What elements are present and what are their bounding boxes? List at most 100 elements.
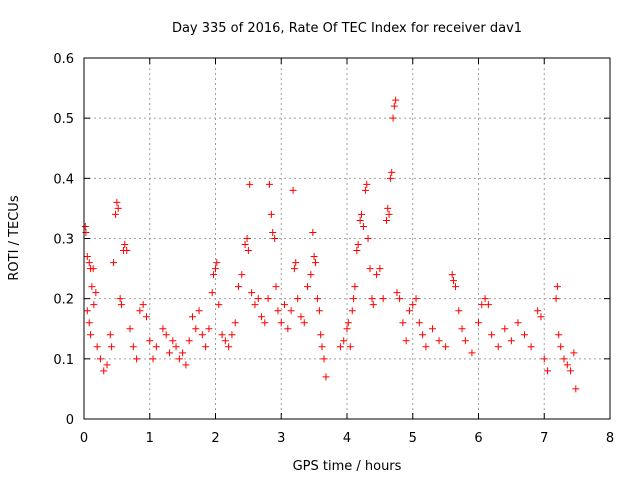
data-point	[92, 289, 100, 297]
data-point	[100, 367, 108, 375]
data-point	[450, 277, 458, 285]
data-point	[354, 241, 362, 249]
y-tick-label: 0.6	[53, 52, 74, 67]
data-point	[292, 259, 300, 267]
data-point	[399, 319, 407, 327]
data-point	[386, 174, 394, 182]
data-point	[110, 259, 118, 267]
data-point	[501, 325, 509, 333]
data-point	[300, 319, 308, 327]
x-tick-label: 5	[409, 431, 417, 446]
data-point	[366, 265, 374, 273]
y-tick-label: 0.2	[53, 293, 74, 308]
data-point	[271, 235, 279, 242]
data-point	[149, 355, 157, 363]
data-point	[277, 319, 285, 327]
data-point	[238, 271, 246, 279]
data-point	[557, 343, 565, 351]
data-point	[195, 307, 203, 315]
y-tick-label: 0	[66, 413, 74, 428]
data-point	[121, 241, 129, 249]
data-point	[320, 355, 328, 363]
data-point	[359, 222, 367, 230]
data-point	[159, 325, 167, 333]
data-point	[570, 349, 578, 357]
data-point	[243, 235, 251, 242]
data-point	[552, 295, 560, 303]
data-point	[405, 307, 413, 315]
data-point	[322, 373, 330, 381]
data-point	[514, 319, 522, 327]
data-point	[388, 168, 396, 176]
data-point	[544, 367, 552, 375]
data-point	[83, 307, 91, 315]
data-point	[139, 301, 147, 309]
data-point	[368, 295, 376, 303]
data-point	[261, 319, 269, 327]
data-point	[382, 216, 390, 224]
data-point	[162, 331, 170, 339]
x-axis-title: GPS time / hours	[293, 459, 402, 474]
data-point	[117, 301, 125, 309]
data-point	[228, 331, 236, 339]
data-point	[83, 253, 91, 261]
data-point	[534, 307, 542, 315]
y-tick-label: 0.4	[53, 172, 74, 187]
data-point	[390, 102, 398, 110]
y-tick-label: 0.1	[53, 353, 74, 368]
data-point	[379, 295, 387, 303]
data-point	[85, 259, 93, 267]
data-point	[419, 331, 427, 339]
data-point	[188, 313, 196, 321]
data-point	[318, 343, 326, 351]
data-point	[356, 216, 364, 224]
data-point	[422, 343, 430, 351]
data-point	[269, 228, 277, 236]
data-point	[284, 325, 292, 333]
data-point	[396, 295, 404, 303]
data-point	[136, 307, 144, 315]
data-point	[169, 337, 177, 345]
data-point	[307, 271, 315, 279]
data-point	[172, 343, 180, 351]
data-point	[343, 325, 351, 333]
data-point	[309, 228, 317, 236]
data-point	[89, 265, 97, 273]
data-point	[560, 355, 568, 363]
data-point	[412, 295, 420, 303]
x-tick-label: 3	[277, 431, 285, 446]
data-point	[88, 283, 96, 291]
x-tick-label: 7	[540, 431, 548, 446]
data-point	[507, 337, 515, 345]
data-point	[205, 325, 213, 333]
data-point	[235, 283, 243, 291]
data-point	[315, 307, 323, 315]
data-point	[415, 319, 423, 327]
data-point	[540, 355, 548, 363]
x-tick-label: 4	[343, 431, 351, 446]
data-point	[350, 295, 358, 303]
data-point	[272, 283, 280, 291]
data-point	[198, 331, 206, 339]
data-point	[521, 331, 529, 339]
data-point	[340, 337, 348, 345]
data-point	[254, 295, 262, 303]
data-point	[361, 186, 369, 194]
data-points	[81, 96, 580, 393]
data-point	[363, 180, 371, 188]
axis-ticks	[83, 57, 611, 420]
x-tick-label: 2	[211, 431, 219, 446]
data-point	[448, 271, 456, 279]
data-point	[290, 265, 298, 273]
data-point	[409, 301, 417, 309]
data-point	[93, 343, 101, 351]
data-point	[481, 295, 489, 303]
data-point	[376, 265, 384, 273]
data-point	[248, 289, 256, 297]
data-point	[317, 331, 325, 339]
data-point	[231, 319, 239, 327]
data-point	[202, 343, 210, 351]
data-point	[267, 210, 275, 218]
data-point	[90, 301, 98, 309]
data-point	[123, 247, 131, 255]
